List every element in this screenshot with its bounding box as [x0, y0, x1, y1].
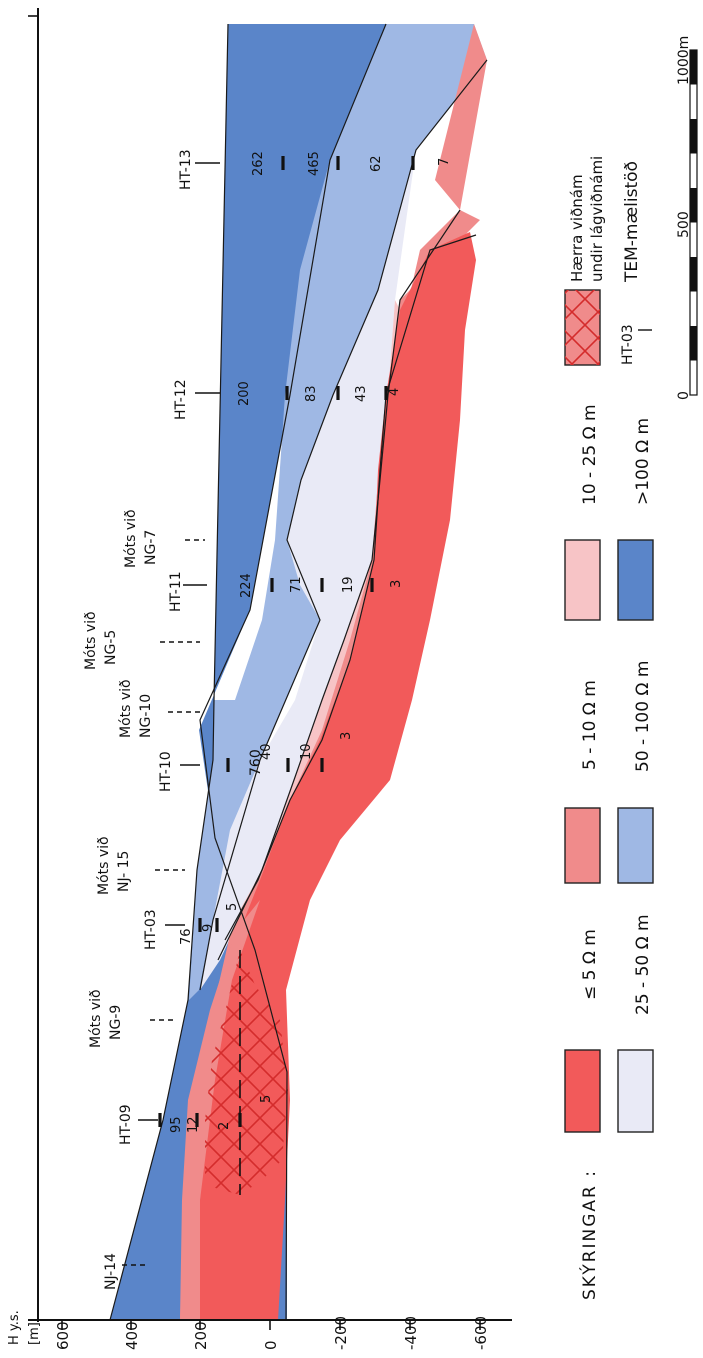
station-label-prefix: Móts við	[123, 509, 139, 568]
layer-boundaries	[109, 23, 488, 1321]
value-ht12-1: 200	[237, 381, 252, 406]
elevation-tick-label: 0	[262, 1340, 280, 1350]
station-label: NG-7	[143, 530, 159, 565]
legend-label-5-10: 5 - 10 Ω m	[580, 680, 600, 770]
legend-label-gt100: >100 Ω m	[633, 418, 653, 505]
value-ht12-2: 83	[304, 385, 319, 402]
value-ht10-2: 40	[259, 743, 274, 760]
layer-5-10	[180, 24, 487, 1320]
legend: SKÝRINGAR : ≤ 5 Ω m 5 - 10 Ω m 10 - 25 Ω…	[564, 156, 654, 1300]
station-label: NJ-14	[103, 1253, 119, 1290]
value-ht03-2: 9	[201, 924, 216, 932]
sounding-marks	[158, 156, 415, 1127]
station-ng5: Móts við NG-5	[83, 611, 200, 670]
station-label: HT-09	[118, 1104, 134, 1145]
elevation-tick-label: 200	[192, 1321, 210, 1350]
value-ht10-3: 10	[299, 743, 314, 760]
layer-5-10-left	[180, 900, 260, 1320]
value-ht13-2: 465	[307, 151, 322, 176]
legend-swatch-gt100	[617, 539, 654, 621]
value-ht13-3: 62	[369, 155, 384, 172]
legend-label-25-50: 25 - 50 Ω m	[633, 914, 653, 1015]
legend-swatch-le5	[564, 1049, 601, 1133]
legend-tem-label: TEM-mælistöð	[622, 161, 642, 283]
station-label: HT-03	[143, 909, 159, 950]
station-ht13: HT-13	[178, 149, 220, 190]
legend-label-10-25: 10 - 25 Ω m	[580, 404, 600, 505]
value-ht10-1: 760	[248, 749, 264, 776]
station-nj14: NJ-14	[103, 1253, 146, 1290]
station-ng10: Móts við NG-10	[118, 679, 200, 738]
elevation-tick-label: -600	[472, 1316, 490, 1350]
station-label: HT-11	[168, 571, 184, 612]
value-ht12-3: 43	[354, 385, 369, 402]
scale-label-1000: 1000m	[676, 36, 692, 85]
axis-title: H y.s.	[7, 1310, 22, 1345]
station-ht09: HT-09	[118, 1104, 158, 1145]
legend-swatch-5-10	[564, 807, 601, 884]
station-label-prefix: Móts við	[83, 611, 99, 670]
resistivity-values: 95 12 2 5 76 9 5 760 40 10 3 224 71 19 3…	[169, 151, 452, 1133]
legend-label-le5: ≤ 5 Ω m	[580, 929, 600, 1000]
value-ht11-4: 3	[389, 580, 404, 588]
value-ht11-2: 71	[289, 576, 304, 593]
station-ht10: HT-10	[158, 751, 200, 792]
legend-title: SKÝRINGAR :	[578, 1169, 600, 1300]
legend-tem-station: HT-03	[620, 324, 636, 365]
axis-unit: [m]	[27, 1322, 42, 1345]
scale-label-0: 0	[676, 391, 692, 400]
hatch-zone	[205, 950, 288, 1195]
legend-label-hatch-2: undir lágviðnámi	[588, 156, 606, 282]
elevation-tick-label: 400	[123, 1321, 141, 1350]
value-ht10-4: 3	[339, 732, 354, 740]
elevation-axis: 600 400 200 0 -200 -400 -600 H y.s. [m]	[7, 1310, 512, 1350]
legend-label-50-100: 50 - 100 Ω m	[633, 661, 653, 772]
station-ht03: HT-03	[143, 909, 185, 950]
section-layers	[110, 24, 487, 1320]
station-label: NG-9	[108, 1005, 124, 1040]
station-nj15: Móts við NJ- 15	[96, 836, 185, 895]
legend-swatch-hatch-pattern	[565, 290, 600, 365]
station-ht11: HT-11	[168, 571, 207, 612]
layer-50-100	[189, 24, 487, 1000]
station-label-prefix: Móts við	[96, 836, 112, 895]
value-ht03-3: 5	[225, 903, 240, 911]
value-ht03-1: 76	[179, 928, 194, 945]
legend-swatch-25-50	[617, 1049, 654, 1133]
value-ht11-3: 19	[341, 576, 356, 593]
station-label: HT-12	[173, 379, 189, 420]
value-ht09-3: 2	[217, 1122, 232, 1130]
value-ht11-1: 224	[239, 573, 254, 598]
station-label: HT-13	[178, 149, 194, 190]
elevation-tick-label: -400	[402, 1316, 420, 1350]
elevation-tick-label: -200	[332, 1316, 350, 1350]
station-label-prefix: Móts við	[88, 989, 104, 1048]
stations: NJ-14 HT-09 Móts við NG-9 HT-03 Móts við…	[83, 149, 220, 1290]
station-label: HT-10	[158, 751, 174, 792]
station-ng9: Móts við NG-9	[88, 989, 176, 1048]
scale-bar: 0 500 1000m	[676, 36, 698, 400]
station-label: NG-10	[138, 694, 154, 738]
value-ht12-4: 4	[387, 388, 402, 396]
value-ht09-1: 95	[169, 1116, 184, 1133]
legend-swatch-10-25	[564, 539, 601, 621]
value-ht13-4: 7	[437, 158, 452, 166]
station-ht12: HT-12	[173, 379, 220, 420]
station-label: NJ- 15	[116, 851, 132, 892]
station-label: NG-5	[103, 630, 119, 665]
value-ht09-2: 12	[186, 1116, 201, 1133]
legend-label-hatch-1: Hærra viðnám	[568, 174, 586, 282]
station-label-prefix: Móts við	[118, 679, 134, 738]
top-axis	[28, 8, 39, 1322]
station-ng7: Móts við NG-7	[123, 509, 205, 568]
scale-label-500: 500	[676, 211, 692, 238]
value-ht13-1: 262	[251, 151, 266, 176]
value-ht09-4: 5	[259, 1095, 274, 1103]
elevation-tick-label: 600	[54, 1321, 72, 1350]
legend-swatch-50-100	[617, 807, 654, 884]
